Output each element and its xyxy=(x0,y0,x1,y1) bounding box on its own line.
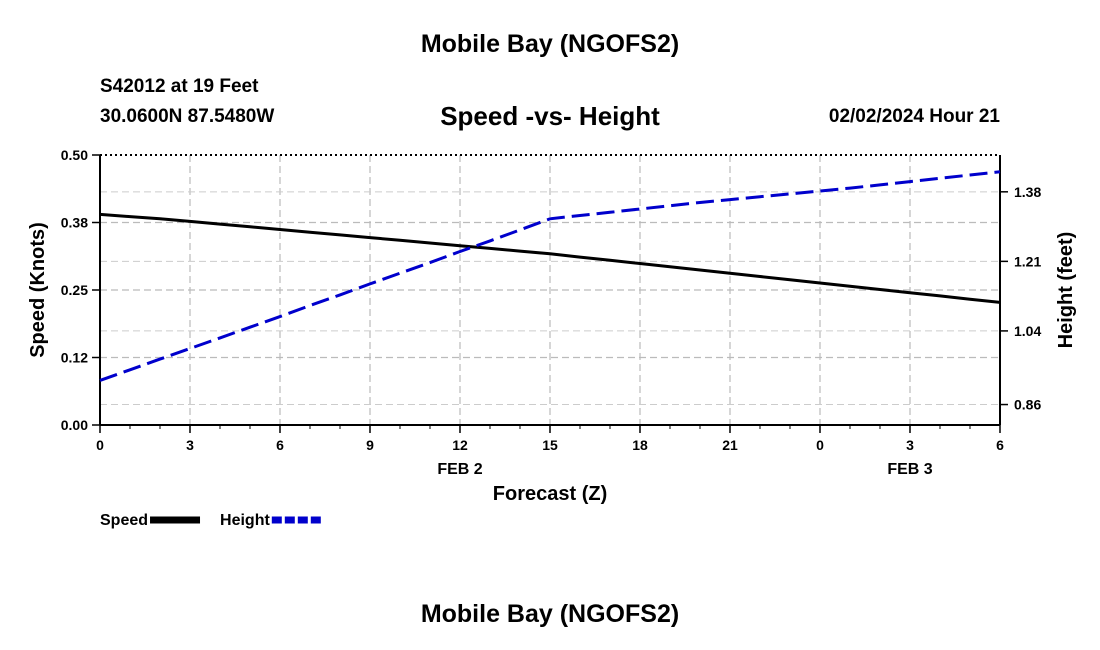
y-tick-label: 0.00 xyxy=(61,417,88,433)
y-tick-label: 0.38 xyxy=(61,215,88,231)
y-tick-label: 0.12 xyxy=(61,350,88,366)
bottom-title: Mobile Bay (NGOFS2) xyxy=(420,600,680,628)
y-tick-label: 0.50 xyxy=(61,147,88,163)
x-tick-label: 3 xyxy=(906,437,914,453)
date-label: FEB 3 xyxy=(887,461,932,478)
y2-axis-title: Height (feet) xyxy=(1055,232,1077,349)
chart-title: Speed -vs- Height xyxy=(440,101,660,131)
station-label: S42012 at 19 Feet xyxy=(100,76,259,97)
x-tick-label: 9 xyxy=(366,437,374,453)
series-line-speed xyxy=(99,212,1001,304)
legend-label-speed: Speed xyxy=(100,512,148,529)
y2-tick-label: 1.38 xyxy=(1014,184,1041,200)
y2-tick-label: 0.86 xyxy=(1014,397,1041,413)
forecast-datestamp: 02/02/2024 Hour 21 xyxy=(828,106,1000,127)
main-title: Mobile Bay (NGOFS2) xyxy=(420,30,680,58)
x-tick-label: 12 xyxy=(452,437,468,453)
x-tick-label: 6 xyxy=(276,437,284,453)
y2-tick-label: 1.04 xyxy=(1014,323,1041,339)
x-tick-label: 6 xyxy=(996,437,1004,453)
x-axis-title: Forecast (Z) xyxy=(493,483,607,505)
x-tick-label: 0 xyxy=(96,437,104,453)
date-label: FEB 2 xyxy=(437,461,482,478)
y-tick-label: 0.25 xyxy=(61,282,88,298)
x-tick-label: 21 xyxy=(722,437,738,453)
series-line-height xyxy=(99,170,1001,382)
legend-label-height: Height xyxy=(220,512,270,529)
x-tick-label: 18 xyxy=(632,437,648,453)
x-tick-label: 0 xyxy=(816,437,824,453)
station-coordinates: 30.0600N 87.5480W xyxy=(100,106,275,127)
x-tick-label: 3 xyxy=(186,437,194,453)
y2-tick-label: 1.21 xyxy=(1014,253,1041,269)
x-tick-label: 15 xyxy=(542,437,558,453)
y-axis-title: Speed (Knots) xyxy=(27,222,49,358)
